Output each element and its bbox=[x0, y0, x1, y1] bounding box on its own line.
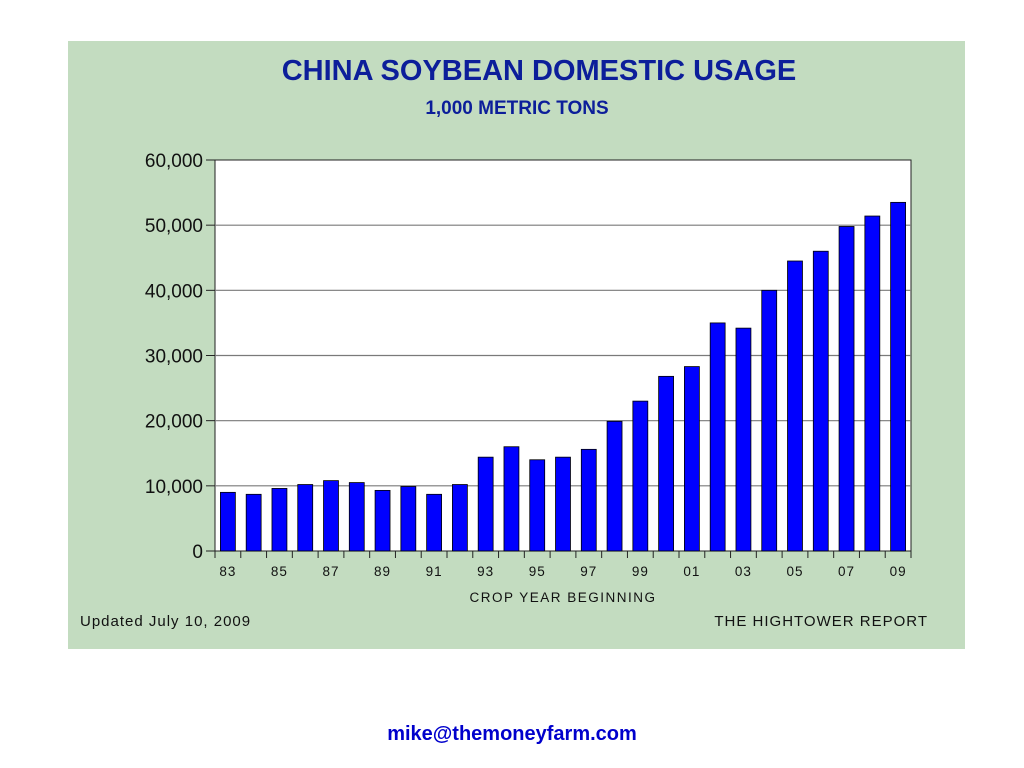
x-tick-label: 85 bbox=[271, 564, 288, 579]
y-tick-label: 0 bbox=[192, 542, 203, 563]
chart-subtitle: 1,000 METRIC TONS bbox=[425, 98, 608, 119]
y-tick-label: 30,000 bbox=[145, 347, 203, 368]
bar-07 bbox=[838, 226, 855, 552]
chart-title: CHINA SOYBEAN DOMESTIC USAGE bbox=[282, 55, 797, 87]
bar-87 bbox=[323, 480, 339, 552]
email-link[interactable]: mike@themoneyfarm.com bbox=[387, 723, 637, 745]
y-tick-label: 50,000 bbox=[145, 216, 203, 237]
y-axis: 0 10,000 20,000 30,000 40,000 50,000 60,000 bbox=[145, 151, 215, 563]
bar-94 bbox=[503, 446, 520, 552]
bar-00 bbox=[658, 375, 674, 552]
x-tick-label: 89 bbox=[374, 564, 391, 579]
bar-89 bbox=[374, 489, 391, 552]
x-axis: 83 85 87 89 91 93 95 97 99 01 03 05 07 09 bbox=[214, 551, 912, 579]
x-tick-label: 05 bbox=[786, 564, 803, 579]
chart-svg: CHINA SOYBEAN DOMESTIC USAGE 1,000 METRI… bbox=[80, 55, 928, 630]
bar-85 bbox=[271, 488, 288, 552]
bar-83 bbox=[220, 491, 236, 552]
bar-02 bbox=[709, 322, 726, 552]
bar-97 bbox=[580, 448, 597, 552]
x-tick-label: 07 bbox=[838, 564, 855, 579]
bar-05 bbox=[787, 260, 803, 552]
bar-88 bbox=[348, 482, 365, 552]
bar-06 bbox=[812, 250, 829, 552]
x-tick-label: 09 bbox=[890, 564, 907, 579]
bar-98 bbox=[606, 420, 623, 552]
x-tick-label: 97 bbox=[580, 564, 597, 579]
x-tick-label: 93 bbox=[477, 564, 494, 579]
x-tick-label: 91 bbox=[426, 564, 443, 579]
bar-93 bbox=[477, 456, 494, 552]
bar-86 bbox=[297, 484, 314, 552]
x-axis-label: CROP YEAR BEGINNING bbox=[469, 590, 656, 605]
y-tick-label: 10,000 bbox=[145, 477, 203, 498]
y-tick-label: 40,000 bbox=[145, 281, 203, 302]
bar-95 bbox=[529, 459, 546, 552]
y-tick-label: 20,000 bbox=[145, 412, 203, 433]
x-tick-label: 83 bbox=[219, 564, 236, 579]
bar-01 bbox=[684, 366, 700, 552]
chart-panel: CHINA SOYBEAN DOMESTIC USAGE 1,000 METRI… bbox=[68, 41, 965, 649]
bar-84 bbox=[245, 493, 262, 552]
bar-03 bbox=[735, 327, 752, 552]
x-tick-label: 87 bbox=[322, 564, 339, 579]
bar-90 bbox=[400, 486, 417, 552]
bar-08 bbox=[864, 215, 881, 552]
bar-09 bbox=[890, 201, 906, 552]
source-credit: THE HIGHTOWER REPORT bbox=[714, 613, 928, 630]
y-tick-label: 60,000 bbox=[145, 151, 203, 172]
bar-91 bbox=[426, 493, 442, 552]
x-tick-label: 03 bbox=[735, 564, 752, 579]
x-tick-label: 99 bbox=[632, 564, 649, 579]
x-tick-label: 95 bbox=[529, 564, 546, 579]
updated-date: Updated July 10, 2009 bbox=[80, 613, 251, 630]
bar-96 bbox=[555, 456, 571, 552]
bar-99 bbox=[632, 400, 649, 552]
bar-92 bbox=[452, 484, 468, 552]
bars bbox=[220, 201, 906, 552]
bar-04 bbox=[761, 289, 778, 552]
x-tick-label: 01 bbox=[683, 564, 700, 579]
